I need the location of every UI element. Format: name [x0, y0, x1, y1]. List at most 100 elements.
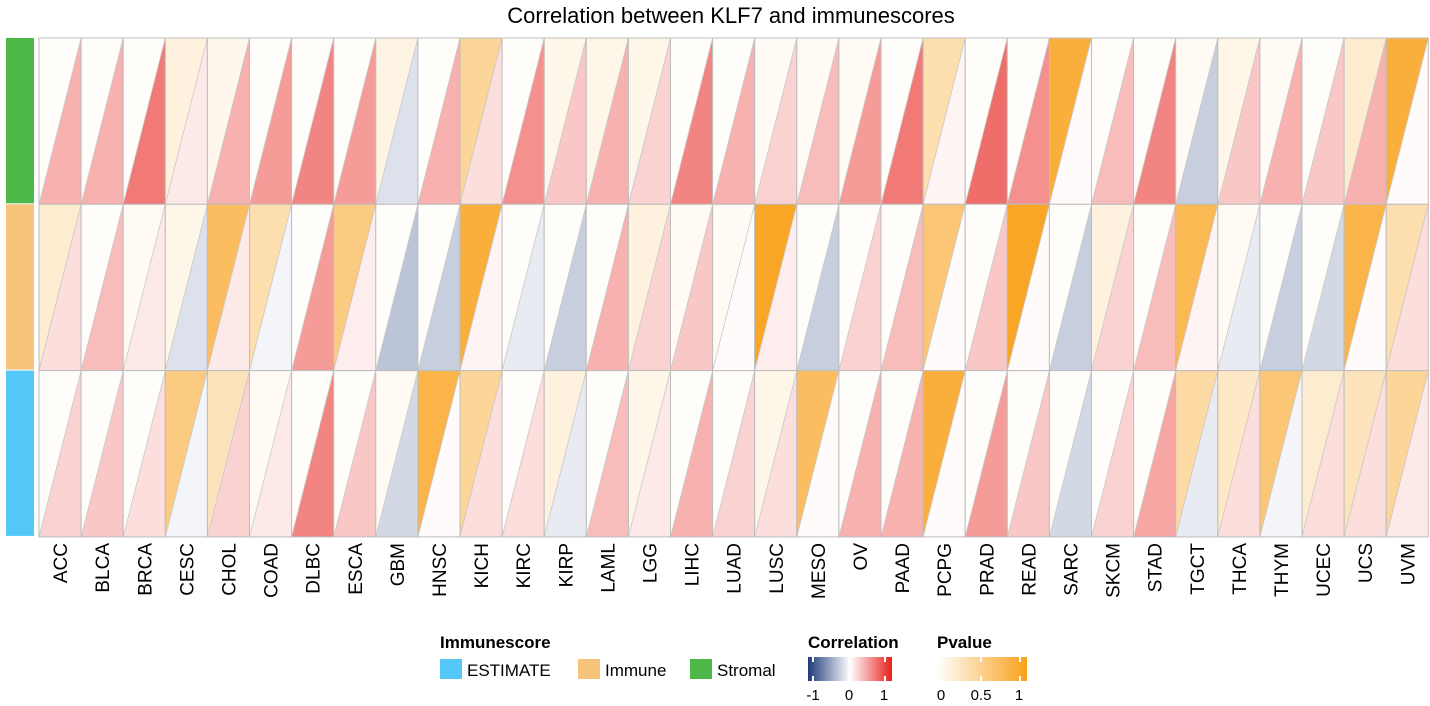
cell-divider — [80, 370, 124, 537]
legend-immunescore: Immunescore ESTIMATE Immune Stromal — [440, 633, 776, 680]
cell-divider — [796, 37, 840, 205]
cell-divider — [1343, 370, 1387, 537]
cell-divider — [164, 370, 208, 537]
cell-divider — [1049, 37, 1092, 205]
x-tick-prad: PRAD — [977, 543, 998, 596]
cell-divider — [501, 37, 545, 205]
cell-divider — [249, 37, 292, 205]
cell-divider — [1133, 370, 1177, 537]
legend-swatch-stromal — [690, 659, 712, 679]
cell-divider — [585, 37, 629, 205]
cell-divider — [712, 204, 756, 371]
cell-divider — [1385, 370, 1429, 537]
cell-divider — [38, 37, 82, 205]
legend-label-stromal: Stromal — [717, 661, 776, 680]
cell-divider — [543, 204, 587, 371]
cell-divider — [628, 370, 671, 537]
cell-divider — [1385, 204, 1429, 371]
cell-divider — [1259, 37, 1303, 205]
x-tick-chol: CHOL — [220, 543, 241, 596]
cell-divider — [291, 37, 335, 205]
x-tick-tgct: TGCT — [1188, 543, 1209, 595]
legend-correlation-tick-max: 1 — [880, 687, 888, 704]
cell-divider — [1259, 370, 1303, 537]
x-tick-paad: PAAD — [893, 543, 914, 593]
cell-divider — [1133, 37, 1177, 205]
cell-divider — [501, 204, 545, 371]
cell-divider — [543, 37, 587, 205]
cell-divider — [1175, 370, 1219, 537]
cell-divider — [1343, 204, 1387, 371]
cell-border — [1385, 370, 1429, 538]
legend-pvalue-tick-max: 1 — [1015, 687, 1023, 704]
legend-swatch-estimate — [440, 659, 462, 679]
cell-divider — [501, 370, 545, 537]
x-tick-ucec: UCEC — [1314, 543, 1335, 597]
cell-divider — [122, 370, 166, 537]
x-tick-kirc: KIRC — [514, 543, 535, 588]
cell-divider — [249, 204, 292, 371]
chart-title: Correlation between KLF7 and immunescore… — [507, 3, 955, 28]
cell-divider — [333, 37, 377, 205]
cell-divider — [922, 37, 966, 205]
cell-divider — [585, 370, 629, 537]
cell-divider — [1091, 204, 1134, 371]
cell-divider — [291, 204, 335, 371]
cell-divider — [754, 37, 798, 205]
legend-correlation-title: Correlation — [808, 633, 899, 652]
x-tick-labels: ACC BLCA BRCA CESC CHOL COAD DLBC ESCA GBM HNSC KI… — [51, 543, 1419, 599]
cell-divider — [670, 370, 713, 537]
cell-divider — [922, 204, 966, 371]
cell-divider — [1091, 370, 1134, 537]
x-tick-skcm: SKCM — [1104, 543, 1125, 598]
cell-divider — [1049, 204, 1092, 371]
cell-divider — [291, 370, 335, 537]
cell-divider — [543, 370, 587, 537]
cell-divider — [38, 370, 82, 537]
x-tick-lgg: LGG — [640, 543, 661, 583]
cell-divider — [1133, 204, 1177, 371]
cell-divider — [838, 37, 882, 205]
x-tick-sarc: SARC — [1062, 543, 1083, 596]
legend-correlation: Correlation -1 0 1 — [806, 633, 898, 704]
cell-divider — [80, 37, 124, 205]
cell-divider — [1217, 37, 1261, 205]
x-tick-read: READ — [1019, 543, 1040, 596]
legend-pvalue-tick-mid: 0.5 — [971, 687, 992, 704]
cell-divider — [628, 37, 671, 205]
cell-divider — [207, 204, 250, 371]
cell-divider — [1217, 204, 1261, 371]
row-annotation-stromal — [6, 38, 34, 204]
cell-divider — [1006, 370, 1050, 537]
cell-divider — [164, 204, 208, 371]
x-tick-coad: COAD — [262, 543, 283, 598]
cell-divider — [417, 37, 461, 205]
cell-divider — [1049, 370, 1092, 537]
cell-divider — [796, 370, 840, 537]
cell-divider — [754, 204, 798, 371]
x-tick-stad: STAD — [1146, 543, 1167, 592]
cell-divider — [417, 204, 461, 371]
x-tick-gbm: GBM — [388, 543, 409, 586]
cell-divider — [964, 370, 1008, 537]
legend-label-immune: Immune — [605, 661, 666, 680]
row-annotation-estimate — [6, 370, 34, 536]
x-tick-pcpg: PCPG — [935, 543, 956, 597]
cell-divider — [1301, 204, 1345, 371]
x-tick-ucs: UCS — [1356, 543, 1377, 583]
cell-divider — [964, 37, 1008, 205]
cell-divider — [375, 37, 419, 205]
cell-divider — [38, 204, 82, 371]
cell-divider — [712, 37, 756, 205]
cell-divider — [1175, 204, 1219, 371]
x-tick-esca: ESCA — [346, 543, 367, 595]
cell-divider — [880, 37, 924, 205]
cell-divider — [838, 204, 882, 371]
cell-divider — [1385, 37, 1429, 205]
legend-pvalue-title: Pvalue — [937, 633, 992, 652]
x-tick-kirp: KIRP — [556, 543, 577, 587]
cell-divider — [459, 204, 503, 371]
cell-divider — [164, 37, 208, 205]
cell-divider — [796, 204, 840, 371]
